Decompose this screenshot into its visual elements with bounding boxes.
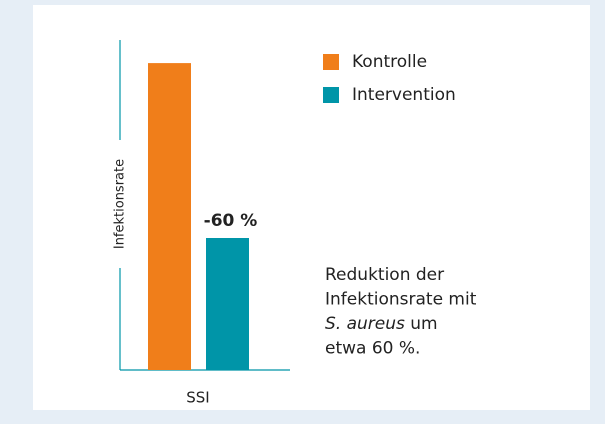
panel (33, 5, 590, 410)
legend-label: Intervention (352, 85, 456, 105)
note-segment: Infektionsrate mit (325, 290, 477, 310)
y-axis-label: Infektionsrate (113, 159, 128, 249)
note-segment: S. aureus (325, 314, 405, 334)
legend-swatch (323, 87, 339, 103)
bar (206, 238, 249, 370)
legend-swatch (323, 54, 339, 70)
bar (148, 63, 191, 370)
note-line: Reduktion der (325, 265, 444, 285)
note-segment: Reduktion der (325, 265, 444, 285)
note-segment: etwa 60 %. (325, 339, 420, 359)
note-line: S. aureus um (325, 314, 438, 334)
note-line: etwa 60 %. (325, 339, 420, 359)
annotation: -60 % (204, 211, 258, 231)
x-tick-label: SSI (186, 389, 209, 407)
legend-label: Kontrolle (352, 52, 427, 72)
note-segment: um (405, 314, 438, 334)
note-line: Infektionsrate mit (325, 290, 477, 310)
